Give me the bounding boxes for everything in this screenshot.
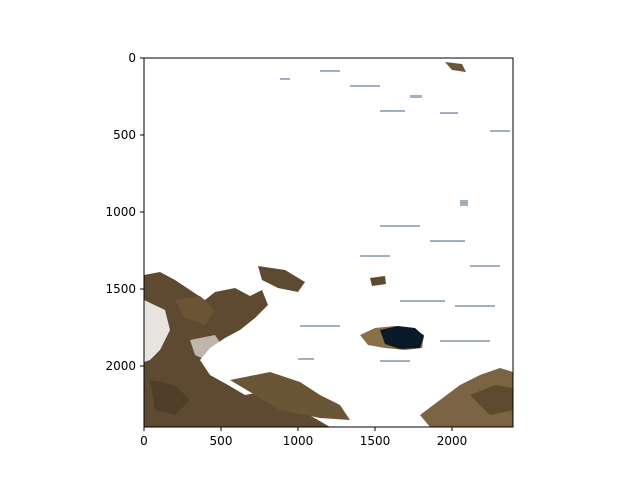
x-tick-label: 2000 <box>437 434 468 448</box>
y-tick-label: 1000 <box>105 205 136 219</box>
plot-frame <box>143 57 514 428</box>
y-tick-label: 1500 <box>105 282 136 296</box>
satellite-image <box>144 58 513 427</box>
y-tick-label: 500 <box>113 128 136 142</box>
x-tick-label: 1500 <box>360 434 391 448</box>
x-tick-label: 1000 <box>283 434 314 448</box>
y-axis: 0 500 1000 1500 2000 <box>105 51 144 373</box>
x-tick-label: 500 <box>210 434 233 448</box>
x-axis: 0 500 1000 1500 2000 <box>140 427 467 448</box>
y-tick-label: 2000 <box>105 359 136 373</box>
y-tick-label: 0 <box>128 51 136 65</box>
x-tick-label: 0 <box>140 434 148 448</box>
